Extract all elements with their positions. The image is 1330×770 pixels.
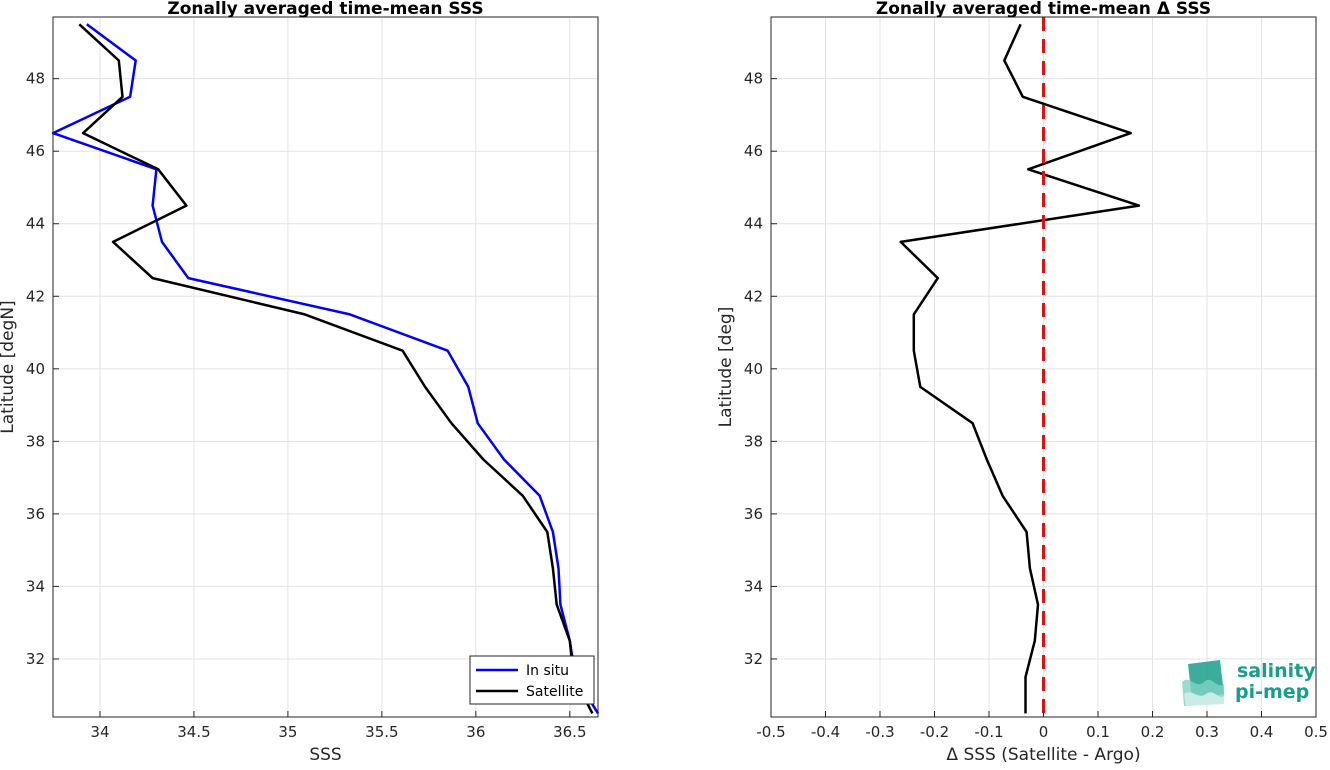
left-ticks: 34 34.5 35 35.5 36 36.5 32 34 36 38 40 42 44 46 48	[26, 70, 587, 741]
y-tick-label: 40	[26, 360, 45, 378]
y-tick-label: 38	[744, 432, 763, 450]
legend-box	[469, 655, 595, 705]
left-panel-sss: 34 34.5 35 35.5 36 36.5 32 34 36 38 40 42 44 46 48 Zon…	[0, 0, 600, 765]
right-x-label: Δ SSS (Satellite - Argo)	[946, 745, 1140, 765]
series-line-in-situ	[51, 23, 600, 715]
legend-label-in-situ: In situ	[526, 663, 569, 679]
y-tick-label: 46	[26, 142, 45, 160]
series-line-satellite	[78, 23, 594, 714]
x-tick-label: 35.5	[365, 723, 398, 741]
y-tick-label: 32	[744, 650, 763, 668]
y-tick-label: 32	[26, 650, 45, 668]
right-panel-delta-sss: -0.5 -0.4 -0.3 -0.2 -0.1 0 0.1 0.2 0.3 0.4 0.5 32 34…	[716, 0, 1328, 765]
y-tick-label: 46	[744, 142, 763, 160]
left-grid	[53, 17, 598, 717]
legend-label-satellite: Satellite	[526, 684, 583, 700]
x-tick-label: 35	[278, 723, 297, 741]
y-tick-label: 48	[744, 70, 763, 88]
y-tick-label: 44	[26, 215, 45, 233]
y-tick-label: 36	[26, 505, 45, 523]
right-title: Zonally averaged time-mean Δ SSS	[876, 0, 1211, 19]
logo-wave-icon-3	[1184, 692, 1224, 706]
right-y-label: Latitude [deg]	[716, 307, 736, 428]
x-tick-label: 36.5	[553, 723, 586, 741]
y-tick-label: 44	[744, 215, 763, 233]
right-ticks: -0.5 -0.4 -0.3 -0.2 -0.1 0 0.1 0.2 0.3 0.4 0.5 32 34…	[744, 70, 1328, 741]
y-tick-label: 34	[744, 577, 763, 595]
plot-area	[53, 17, 598, 717]
series-line-delta-sss	[899, 23, 1141, 714]
left-axes-frame	[52, 16, 599, 718]
x-tick-label: 34.5	[177, 723, 210, 741]
right-series	[899, 17, 1141, 717]
x-tick-label: -0.4	[811, 723, 840, 741]
x-tick-label: -0.2	[920, 723, 949, 741]
y-tick-label: 40	[744, 360, 763, 378]
x-tick-label: 0.2	[1141, 723, 1165, 741]
y-tick-label: 38	[26, 432, 45, 450]
x-tick-label: 36	[466, 723, 485, 741]
y-tick-label: 42	[744, 287, 763, 305]
x-tick-label: 0.1	[1086, 723, 1110, 741]
legend: In situ Satellite	[469, 655, 595, 705]
logo-text-salinity: salinity	[1237, 660, 1316, 682]
y-tick-label: 48	[26, 70, 45, 88]
x-tick-label: 0	[1039, 723, 1049, 741]
y-tick-label: 36	[744, 505, 763, 523]
y-tick-label: 42	[26, 287, 45, 305]
x-tick-label: -0.5	[756, 723, 785, 741]
x-tick-label: 0.3	[1195, 723, 1219, 741]
x-tick-label: 0.5	[1304, 723, 1328, 741]
y-tick-label: 34	[26, 577, 45, 595]
x-tick-label: -0.3	[865, 723, 894, 741]
x-tick-label: -0.1	[974, 723, 1003, 741]
left-title: Zonally averaged time-mean SSS	[167, 0, 483, 19]
x-tick-label: 34	[90, 723, 109, 741]
left-x-label: SSS	[309, 745, 341, 765]
logo-text-pi-mep: pi-mep	[1235, 681, 1309, 703]
left-series	[51, 23, 600, 715]
x-tick-label: 0.4	[1250, 723, 1274, 741]
salinity-pi-mep-logo: salinity pi-mep	[1182, 660, 1316, 706]
left-y-label: Latitude [degN]	[0, 300, 18, 433]
